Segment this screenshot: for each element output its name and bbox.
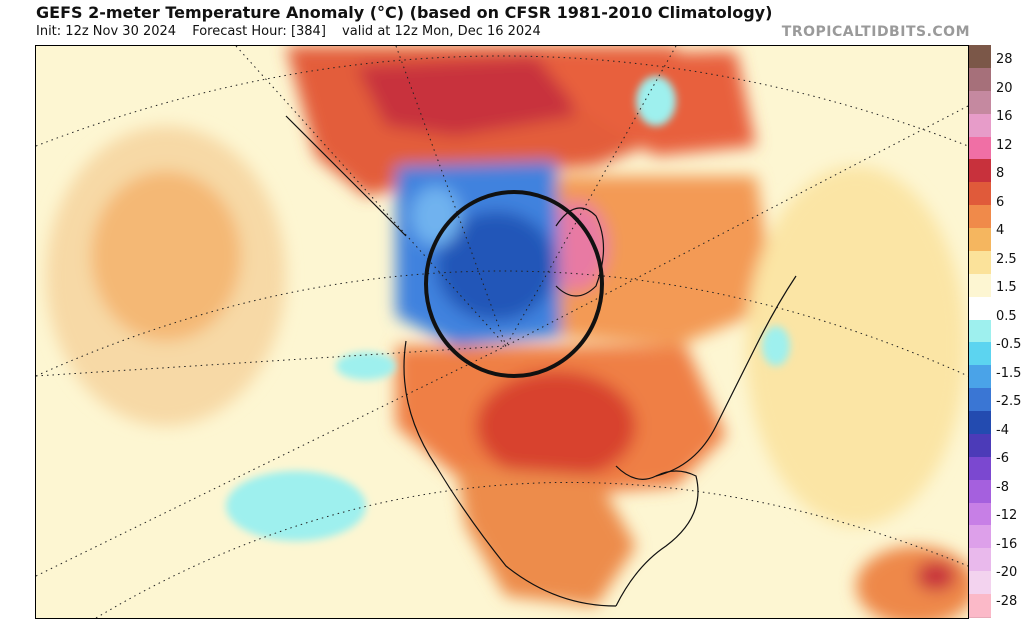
southern-plains-hotspot [476,371,636,481]
coastline-west [403,340,617,607]
longitude-line [235,46,507,347]
colorbar-cell [969,433,991,458]
colorbar-tick-label: 16 [996,109,1013,125]
atlantic-cool-patch [762,326,790,366]
colorbar-tick-label: -4 [996,422,1009,438]
site-watermark: TROPICALTIDBITS.COM [781,24,970,40]
colorbar-cell [969,205,991,230]
coastlines [285,115,797,607]
longitude-line [36,345,507,377]
colorbar-tick-label: 0.5 [996,308,1017,324]
arctic-warm-core [356,56,576,136]
longitude-line [395,46,507,347]
forecast-hour: Forecast Hour: [384] [192,24,326,39]
coastline-hudson-bay [555,207,605,297]
colorbar-tick-label: 8 [996,166,1005,182]
colorbar-cell [969,456,991,481]
coastline-east [655,275,797,477]
valid-time: valid at 12z Mon, Dec 16 2024 [342,24,541,39]
arctic-cool-patch [636,76,676,126]
anomaly-map [35,45,969,619]
pacific-cool-patch [226,471,366,541]
colorbar-cell [969,342,991,367]
colorbar-cell [969,45,991,69]
pacific-cool-patch [336,352,396,380]
latitude-line [95,481,968,618]
colorbar-tick-label: 28 [996,52,1013,67]
colorbar: 28 20 16 12 8 6 4 2.5 1.5 0.5 -0.5 -1.5 -2.5 -4 -6 -8 -1… [969,45,1024,618]
colorbar-cell [969,90,991,115]
colorbar-tick-label: -6 [996,451,1009,467]
colorbar-tick-label: 6 [996,194,1005,210]
colorbar-tick-label: 20 [996,80,1013,96]
map-canvas [36,46,968,618]
colorbar-tick-label: -1.5 [996,365,1022,381]
colorbar-cell [969,228,991,252]
canada-cold-edge [411,186,461,246]
longitude-line [505,46,677,347]
colorbar-tick-label: -28 [996,594,1018,609]
colorbar-tick-label: -8 [996,479,1009,495]
colorbar-cell [969,319,991,344]
cool-patches [226,76,790,541]
colorbar-cell [969,548,991,573]
anomaly-fields [46,46,968,618]
colorbar-tick-label: 12 [996,137,1013,153]
latitude-line [36,55,968,147]
graticule [36,46,968,618]
canada-cold-core [436,211,556,321]
colorbar-cell [969,182,991,207]
colorbar-cell [969,525,991,550]
colorbar-cell [969,411,991,435]
colorbar-tick-label: -2.5 [996,394,1022,410]
colorbar-cell [969,136,991,161]
colorbar-cell [969,502,991,527]
forecast-info: Init: 12z Nov 30 2024 Forecast Hour: [38… [36,24,553,39]
mexico-warm-region [456,466,636,606]
colorbar-tick-label: -0.5 [996,337,1022,353]
colorbar-cell [969,273,991,298]
circled-region-western-canada [424,190,604,378]
hudson-bay-hotspot [544,201,608,291]
coastline-alaska [285,115,407,237]
atlantic-mild-region [746,166,966,526]
colorbar-tick-label: 2.5 [996,251,1017,267]
colorbar-cell [969,388,991,413]
colorbar-tick-label: -20 [996,565,1018,581]
colorbar-cell [969,113,991,138]
page-title: GEFS 2-meter Temperature Anomaly (°C) (b… [36,3,773,22]
pacific-warm-core [91,171,241,341]
colorbar-tick-label: -16 [996,536,1018,552]
init-time: Init: 12z Nov 30 2024 [36,24,177,39]
colorbar-cell [969,594,991,618]
colorbar-tick-label: 1.5 [996,280,1017,296]
colorbar-cell [969,250,991,275]
colorbar-cell [969,67,991,92]
colorbar-cell [969,571,991,596]
colorbar-cell [969,479,991,504]
south-america-hotspot [916,561,956,591]
colorbar-tick-label: 4 [996,223,1005,239]
colorbar-tick-label: -12 [996,508,1018,524]
coastline-gulf [615,465,699,607]
eastern-canada-warm [556,176,776,346]
colorbar-cell [969,365,991,390]
colorbar-cell [969,296,991,321]
colorbar-cell [969,159,991,184]
